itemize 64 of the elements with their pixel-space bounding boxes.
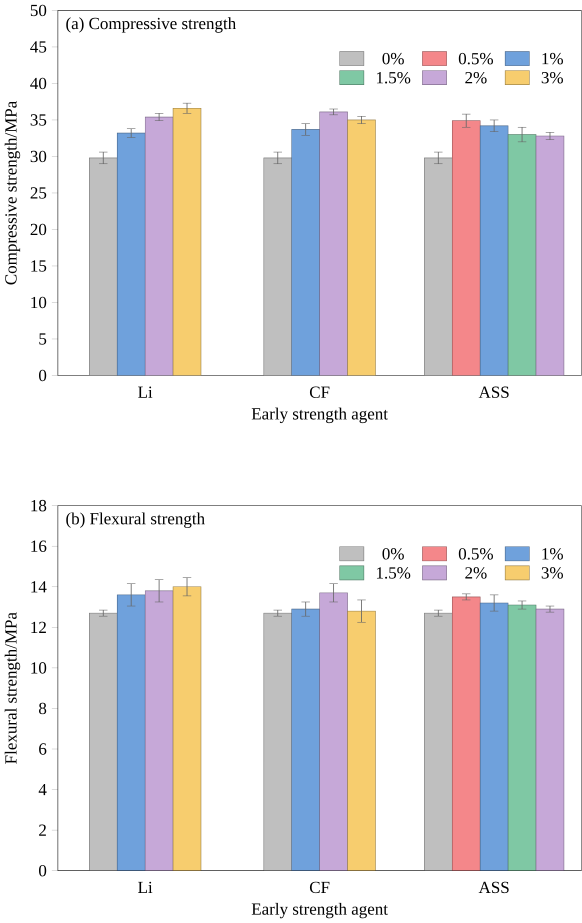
bar — [452, 596, 481, 871]
legend-label: 1.5% — [377, 567, 410, 579]
legend-label: 3% — [542, 567, 564, 579]
bar — [292, 129, 320, 376]
bar — [89, 612, 118, 871]
chart-title: (a) Compressive strength — [66, 17, 236, 33]
bar — [264, 612, 292, 871]
bar — [347, 610, 376, 871]
bar — [320, 592, 348, 871]
legend-label: 2% — [465, 567, 487, 579]
x-tick-label: CF — [310, 386, 330, 398]
bar — [452, 120, 481, 376]
y-tick-label: 20 — [30, 224, 46, 236]
y-tick-label: 16 — [32, 540, 47, 552]
x-tick-label: Li — [138, 386, 153, 398]
bar — [145, 116, 174, 376]
legend-label: 0.5% — [459, 548, 494, 560]
x-tick-label: ASS — [478, 882, 509, 894]
bar — [264, 158, 292, 376]
bar — [347, 120, 376, 376]
x-tick-label: ASS — [478, 386, 509, 398]
y-tick-label: 0 — [39, 864, 46, 876]
chart-title: (b) Flexural strength — [66, 512, 205, 528]
bar — [320, 112, 348, 376]
bar — [117, 594, 146, 871]
legend-label: 2% — [465, 72, 487, 84]
bar — [508, 134, 536, 376]
x-axis-title: Early strength agent — [252, 408, 388, 424]
bar — [172, 108, 202, 376]
y-tick-label: 14 — [32, 581, 47, 592]
y-tick-label: 35 — [30, 114, 46, 126]
bar — [145, 590, 174, 871]
legend-label: 0% — [382, 52, 404, 64]
y-tick-label: 10 — [32, 662, 46, 674]
y-tick-label: 45 — [30, 41, 46, 53]
x-axis-title: Early strength agent — [252, 902, 388, 918]
legend-label: 1.5% — [377, 72, 410, 84]
legend-label: 1% — [542, 548, 564, 560]
y-tick-label: 8 — [39, 702, 46, 714]
y-axis-title: Compressive strength/MPa — [4, 101, 20, 284]
y-tick-label: 30 — [30, 150, 46, 162]
y-tick-label: 15 — [32, 260, 46, 272]
y-tick-label: 5 — [39, 333, 46, 345]
x-tick-label: Li — [138, 882, 153, 893]
y-tick-label: 25 — [30, 187, 46, 199]
x-tick-label: CF — [310, 882, 330, 894]
legend-label: 0% — [382, 548, 404, 560]
y-tick-label: 12 — [32, 622, 46, 633]
y-tick-label: 10 — [32, 296, 46, 308]
y-axis-title: Flexural strength/MPa — [4, 612, 20, 764]
y-tick-label: 6 — [39, 743, 47, 755]
y-tick-label: 18 — [32, 500, 46, 512]
y-tick-label: 40 — [30, 78, 46, 90]
legend-label: 3% — [542, 72, 564, 84]
bar — [117, 132, 146, 376]
bar — [292, 608, 320, 871]
y-tick-label: 0 — [39, 370, 46, 382]
legend-label: 0.5% — [459, 52, 494, 64]
legend-label: 1% — [542, 52, 564, 64]
y-tick-label: 50 — [31, 4, 46, 16]
y-tick-label: 2 — [39, 824, 46, 836]
bar — [89, 158, 118, 376]
y-tick-label: 4 — [38, 784, 47, 796]
bar — [172, 586, 202, 871]
